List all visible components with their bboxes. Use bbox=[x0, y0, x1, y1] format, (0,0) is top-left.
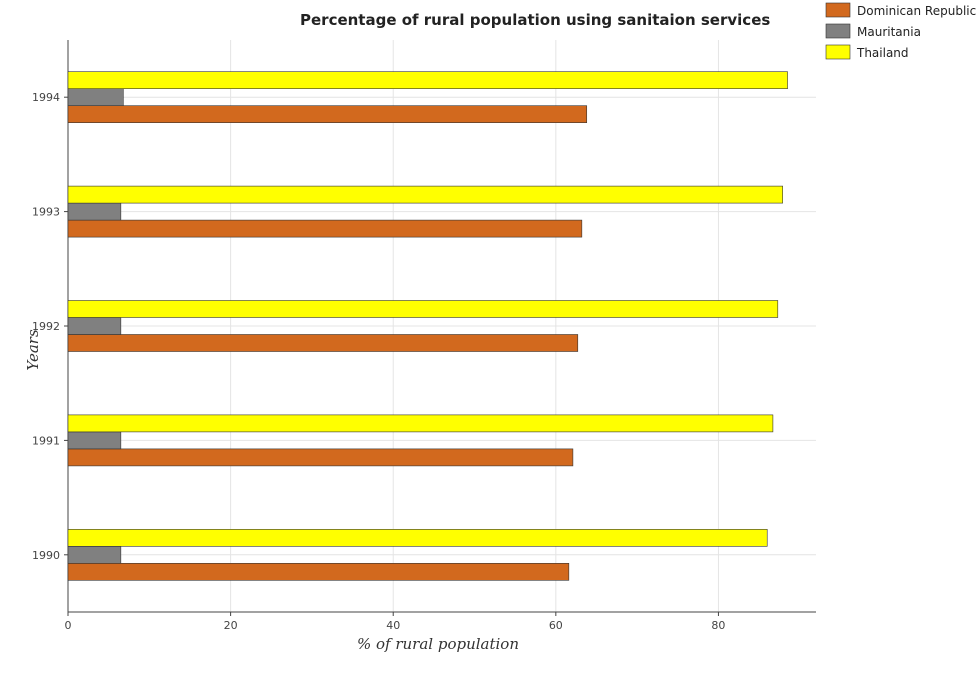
bar-mauritania-1992 bbox=[67, 317, 122, 335]
bar-dominican-republic-1990 bbox=[67, 562, 570, 581]
x-tick-label: 40 bbox=[386, 619, 400, 632]
y-tick-label: 1990 bbox=[32, 549, 60, 562]
bar-mauritania-1993 bbox=[67, 202, 122, 221]
x-axis-label: % of rural population bbox=[357, 635, 519, 653]
y-tick-label: 1994 bbox=[32, 91, 60, 104]
legend-swatch-thailand bbox=[825, 44, 851, 60]
y-ticks: 1990 1991 1992 1993 1994 bbox=[32, 91, 68, 562]
bar-thailand-1991 bbox=[67, 414, 774, 433]
bars bbox=[67, 71, 788, 581]
bar-dominican-republic-1992 bbox=[67, 334, 579, 352]
grid bbox=[67, 40, 816, 612]
chart-title: Percentage of rural population using san… bbox=[300, 11, 770, 29]
bar-thailand-1994 bbox=[67, 71, 788, 89]
legend-swatch-dominican-republic bbox=[825, 2, 851, 18]
legend-label: Dominican Republic bbox=[857, 4, 976, 18]
x-tick-label: 0 bbox=[65, 619, 72, 632]
bar-thailand-1990 bbox=[67, 528, 768, 547]
bar-dominican-republic-1991 bbox=[67, 448, 574, 467]
bar-mauritania-1990 bbox=[67, 545, 122, 564]
y-tick-label: 1993 bbox=[32, 206, 60, 219]
x-tick-label: 60 bbox=[549, 619, 563, 632]
x-tick-label: 80 bbox=[711, 619, 725, 632]
bar-dominican-republic-1993 bbox=[67, 219, 583, 238]
y-axis-label: Years bbox=[24, 329, 42, 371]
legend-label: Thailand bbox=[856, 46, 909, 60]
legend-swatch-mauritania bbox=[825, 23, 851, 39]
bar-thailand-1992 bbox=[67, 300, 779, 318]
x-ticks: 0 20 40 60 80 bbox=[65, 612, 725, 632]
x-tick-label: 20 bbox=[224, 619, 238, 632]
bar-mauritania-1994 bbox=[67, 88, 124, 106]
legend: Dominican Republic Mauritania Thailand bbox=[825, 2, 976, 60]
bar-mauritania-1991 bbox=[67, 431, 122, 450]
bar-dominican-republic-1994 bbox=[67, 105, 588, 123]
y-tick-label: 1992 bbox=[32, 320, 60, 333]
legend-label: Mauritania bbox=[857, 25, 921, 39]
bar-thailand-1993 bbox=[67, 185, 783, 204]
y-tick-label: 1991 bbox=[32, 434, 60, 447]
